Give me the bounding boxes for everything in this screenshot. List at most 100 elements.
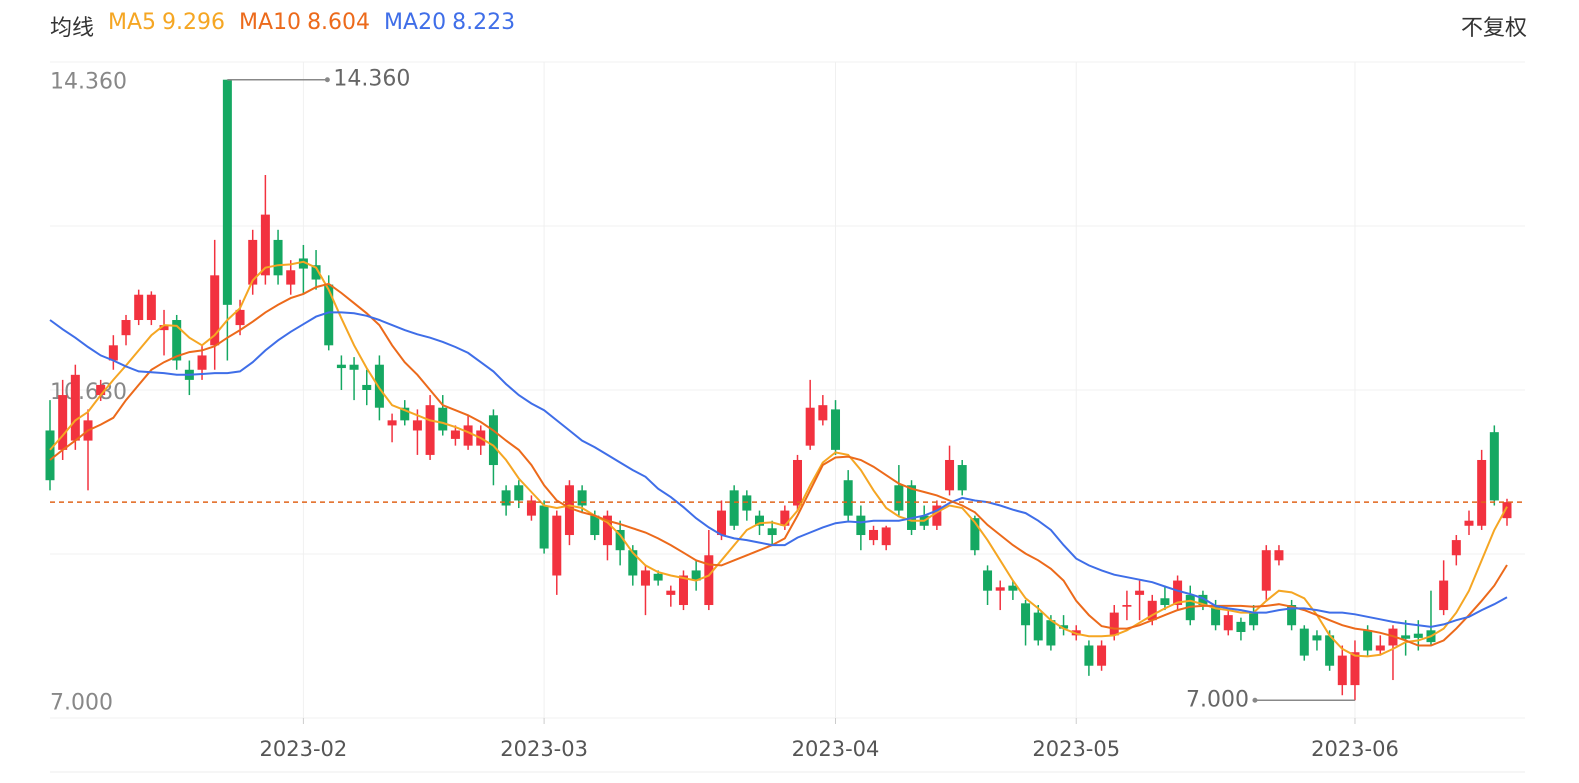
candle-body	[945, 459, 955, 491]
candle-body	[552, 515, 562, 576]
candle-body	[1502, 502, 1512, 519]
candle-body	[1413, 633, 1423, 638]
candle-body	[780, 510, 790, 526]
candle-body	[1451, 540, 1461, 556]
candle-body	[602, 515, 612, 546]
candle-body	[704, 555, 714, 606]
candle-body	[526, 500, 536, 516]
legend-name: MA5	[108, 10, 157, 35]
candle-body	[818, 405, 828, 421]
candle-body	[159, 325, 169, 331]
candle-body	[843, 480, 853, 516]
candle-body	[1439, 580, 1449, 611]
candle-body	[590, 515, 600, 536]
candle-body	[678, 575, 688, 606]
candle-body	[1401, 635, 1411, 639]
candle-body	[121, 320, 131, 336]
candle-body	[1109, 612, 1119, 636]
candle-body	[501, 490, 511, 506]
candle-body	[881, 527, 891, 546]
candle-body	[1097, 645, 1107, 666]
x-tick-label: 2023-04	[792, 737, 880, 761]
candle-body	[450, 430, 460, 439]
candle-body	[793, 459, 803, 506]
x-tick-label: 2023-02	[260, 737, 348, 761]
candle-body	[1122, 605, 1132, 607]
candle-body	[1350, 652, 1360, 686]
candle-body	[1312, 635, 1322, 641]
y-tick-label: 14.360	[50, 70, 127, 95]
candle-body	[1236, 621, 1246, 632]
candle-body	[286, 270, 296, 285]
ma-line	[49, 260, 1508, 658]
candle-body	[564, 485, 574, 536]
candle-body	[716, 510, 726, 536]
legend-value: 8.604	[307, 10, 371, 35]
candle-body	[1147, 600, 1157, 621]
legend-entry: MA20 8.223	[384, 10, 515, 42]
candle-body	[995, 587, 1005, 591]
candle-body	[1160, 598, 1170, 606]
candle-body	[273, 239, 283, 276]
candle-body	[1375, 645, 1385, 651]
x-tick-label: 2023-06	[1311, 737, 1399, 761]
candle-body	[70, 374, 80, 441]
candle-body	[400, 407, 410, 421]
candle-body	[58, 395, 68, 450]
adjust-mode[interactable]: 不复权	[1460, 16, 1527, 41]
candle-body	[1084, 645, 1094, 666]
max-dot	[324, 77, 330, 83]
min-label: 7.000	[1186, 687, 1249, 712]
candle-body	[172, 320, 182, 361]
y-tick-label: 7.000	[50, 690, 113, 715]
candle-body	[907, 485, 917, 530]
candle-body	[1274, 550, 1284, 561]
candle-body	[108, 345, 118, 361]
candle-body	[983, 570, 993, 591]
candle-body	[463, 425, 473, 446]
candle-body	[666, 590, 676, 595]
legend-entry: MA10 8.604	[239, 10, 370, 42]
candle-body	[260, 214, 270, 276]
candle-body	[438, 407, 448, 431]
candle-body	[324, 284, 334, 346]
candle-body	[970, 518, 980, 551]
candle-body	[932, 505, 942, 526]
candle-body	[653, 573, 663, 581]
candle-body	[628, 550, 638, 576]
candle-body	[1008, 585, 1018, 591]
candle-body	[957, 465, 967, 491]
legend-value: 9.296	[162, 10, 226, 35]
legend-value: 8.223	[452, 10, 516, 35]
candle-body	[336, 364, 346, 369]
candle-body	[349, 364, 359, 370]
candle-body	[1046, 620, 1056, 646]
candle-body	[514, 485, 524, 501]
x-tick-label: 2023-05	[1032, 737, 1120, 761]
candle-body	[488, 415, 498, 466]
candle-body	[248, 239, 258, 285]
candle-body	[210, 275, 220, 346]
candle-body	[96, 384, 106, 396]
candle-body	[894, 485, 904, 511]
candle-body	[767, 528, 777, 536]
candle-body	[1287, 605, 1297, 626]
candle-body	[1477, 459, 1487, 526]
candle-body	[1173, 580, 1183, 606]
candle-body	[1135, 590, 1145, 595]
candle-body	[615, 529, 625, 551]
candle-body	[222, 79, 232, 305]
candle-body	[1249, 612, 1259, 626]
candle-body	[134, 294, 144, 321]
candle-body	[374, 364, 384, 408]
candle-body	[754, 515, 764, 526]
candle-body	[45, 430, 55, 481]
candle-body	[640, 570, 650, 586]
candle-body	[1059, 625, 1069, 629]
min-dot	[1252, 697, 1258, 703]
legend-entry: MA5 9.296	[108, 10, 225, 42]
candle-body	[425, 405, 435, 455]
candle-body	[1363, 630, 1373, 651]
